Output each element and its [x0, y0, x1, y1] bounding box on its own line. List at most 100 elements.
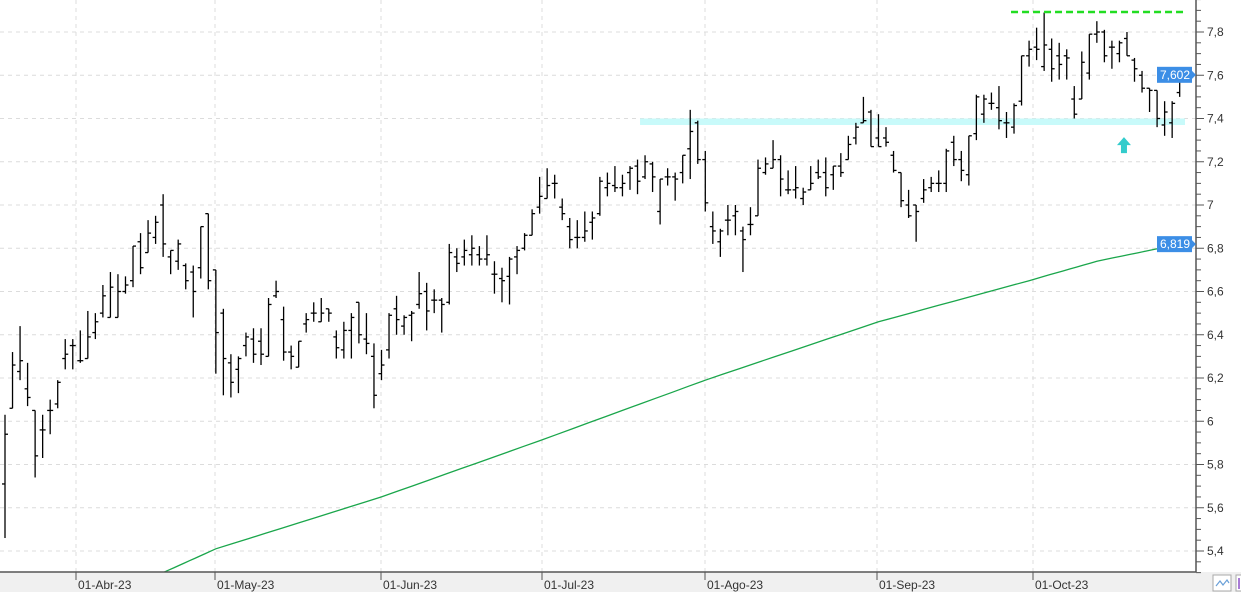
x-tick-label: 01-Ago-23 — [707, 578, 763, 592]
ohlc-bar — [205, 212, 212, 290]
ohlc-bar — [24, 362, 31, 407]
ohlc-bar — [325, 308, 332, 322]
ohlc-bar — [785, 170, 792, 195]
ohlc-bar — [770, 140, 777, 169]
y-tick-label: 6 — [1207, 414, 1214, 428]
ohlc-bar — [1078, 51, 1085, 100]
ohlc-bar — [461, 239, 468, 266]
ohlc-bar — [190, 265, 197, 318]
y-tick-label: 5,4 — [1207, 544, 1224, 558]
ohlc-bar — [1063, 49, 1070, 80]
ohlc-bar — [913, 204, 920, 242]
ohlc-bar — [514, 246, 521, 275]
ohlc-bar — [491, 261, 498, 294]
ohlc-bar — [544, 168, 551, 200]
y-tick-label: 7,6 — [1207, 68, 1224, 82]
y-axis: 5,4 5,6 5,8 6 6,2 6,4 6,6 6,8 7 7,2 7,4 7,6 7,8 — [1196, 0, 1224, 574]
ohlc-bar — [1018, 55, 1025, 106]
ohlc-bar — [807, 166, 814, 191]
ohlc-bar — [988, 92, 995, 110]
ohlc-bar — [175, 239, 182, 270]
ohlc-bar — [408, 310, 415, 342]
x-tick-label: 01-Jul-23 — [544, 578, 594, 592]
ohlc-bar — [303, 313, 310, 333]
ohlc-bar — [340, 321, 347, 359]
ohlc-bar — [32, 409, 39, 478]
tag-pointer-icon — [1192, 240, 1196, 249]
ohlc-bar — [273, 280, 280, 298]
ohlc-bar — [182, 263, 189, 290]
ohlc-bar — [160, 194, 167, 257]
y-tick-label: 7,2 — [1207, 155, 1224, 169]
ohlc-bar — [581, 211, 588, 242]
ohlc-bar — [99, 285, 106, 318]
ohlc-bar — [1139, 70, 1146, 93]
ohlc-bar — [800, 187, 807, 205]
ohlc-bar — [574, 220, 581, 249]
ohlc-bar — [830, 165, 837, 190]
ohlc-bar — [626, 166, 633, 190]
ohlc-bar — [476, 246, 483, 266]
line-chart-glyph — [1215, 578, 1230, 587]
ohlc-bar — [1101, 29, 1108, 63]
ohlc-bar — [1048, 38, 1055, 82]
ohlc-bar — [845, 135, 852, 161]
ohlc-bar — [62, 339, 69, 370]
ohlc-bar — [1169, 101, 1176, 138]
ohlc-bar — [958, 150, 965, 182]
ohlc-bar — [536, 176, 543, 214]
ohlc-bar — [438, 297, 445, 333]
x-tick-label: 01-Jun-23 — [383, 578, 437, 592]
last-price-tag: 7,602 — [1160, 68, 1190, 82]
ohlc-bar — [1071, 86, 1078, 119]
x-axis-background — [0, 572, 1241, 592]
ohlc-bar — [1093, 21, 1100, 43]
ohlc-bar — [393, 295, 400, 335]
ohlc-bar — [1123, 32, 1130, 57]
ohlc-bar — [280, 306, 287, 361]
ohlc-bar — [92, 313, 99, 340]
ohlc-bar — [679, 154, 686, 184]
moving-average-line — [162, 243, 1180, 572]
ohlc-bar — [634, 159, 641, 195]
ohlc-bar — [596, 176, 603, 216]
ohlc-bar — [792, 166, 799, 199]
ohlc-bar — [852, 122, 859, 145]
ohlc-bar — [295, 340, 302, 368]
ohlc-bar — [973, 94, 980, 141]
ohlc-bar — [672, 172, 679, 201]
ohlc-bar — [498, 267, 505, 303]
y-tick-label: 6,6 — [1207, 285, 1224, 299]
ma-value-tag-background — [1157, 236, 1192, 253]
ohlc-bar — [860, 96, 867, 124]
ohlc-bar — [220, 308, 227, 396]
ohlc-bar — [423, 282, 430, 331]
ohlc-bar — [152, 215, 159, 244]
y-tick-label: 6,4 — [1207, 328, 1224, 342]
ohlc-bar — [250, 328, 257, 363]
ohlc-bar — [747, 207, 754, 236]
ohlc-bar — [724, 205, 731, 236]
ohlc-bar — [310, 302, 317, 322]
ohlc-bar — [370, 343, 377, 409]
ohlc-bar — [386, 313, 393, 359]
ohlc-bar — [619, 174, 626, 197]
last-price-tag-background — [1157, 66, 1192, 83]
ohlc-bar — [980, 94, 987, 123]
ohlc-bar — [77, 330, 84, 363]
ohlc-bar — [1056, 42, 1063, 80]
ohlc-bar — [242, 332, 249, 357]
ohlc-bar — [1131, 57, 1138, 82]
ohlc-bar — [867, 109, 874, 148]
ohlc-bar — [1003, 112, 1010, 138]
y-tick-label: 7,8 — [1207, 25, 1224, 39]
ohlc-bar — [212, 269, 219, 374]
ma-value-tag: 6,819 — [1160, 237, 1190, 251]
ohlc-bar — [137, 233, 144, 275]
ohlc-bar — [1108, 40, 1115, 69]
ohlc-bar — [506, 256, 513, 305]
ohlc-bar — [702, 150, 709, 212]
arrow-up-icon — [1116, 137, 1131, 154]
